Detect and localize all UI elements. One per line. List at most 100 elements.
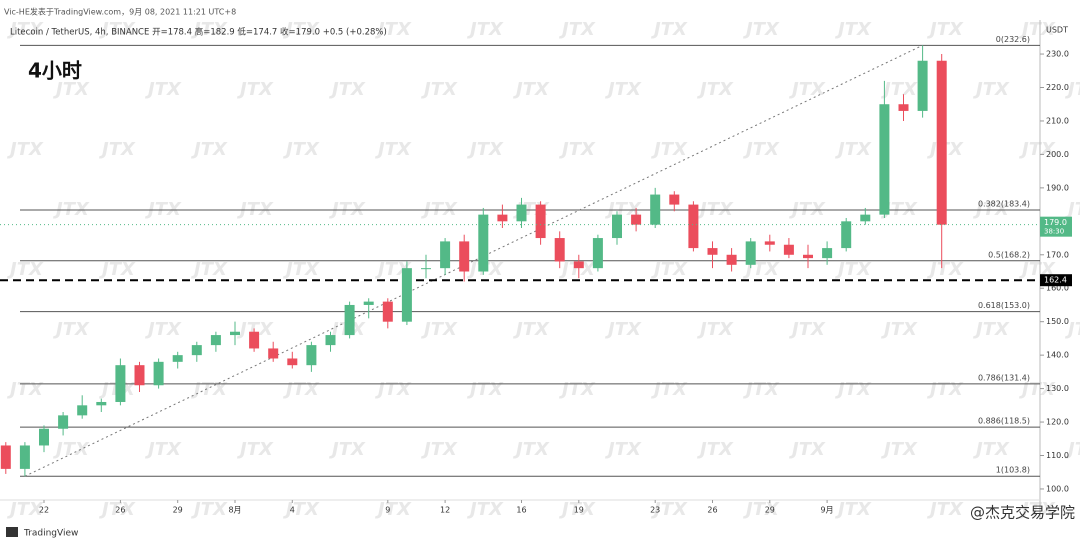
candle-body bbox=[592, 238, 603, 269]
y-tick-label: 140.0 bbox=[1046, 351, 1069, 360]
watermark: JTX bbox=[789, 79, 826, 100]
y-tick-label: 200.0 bbox=[1046, 150, 1069, 159]
y-tick-label: 100.0 bbox=[1046, 484, 1069, 493]
watermark: JTX bbox=[145, 79, 182, 100]
candle-body bbox=[707, 248, 718, 255]
watermark: JTX bbox=[283, 259, 320, 280]
watermark: JTX bbox=[559, 139, 596, 160]
watermark: JTX bbox=[99, 259, 136, 280]
watermark: JTX bbox=[1065, 439, 1080, 460]
candle-body bbox=[573, 261, 584, 269]
candle-body bbox=[650, 194, 661, 225]
y-tick-label: 120.0 bbox=[1046, 418, 1069, 427]
watermark: JTX bbox=[927, 379, 964, 400]
y-tick-label: 160.0 bbox=[1046, 284, 1069, 293]
candle-body bbox=[860, 214, 871, 222]
support-price-box bbox=[1040, 274, 1072, 287]
watermark: JTX bbox=[237, 439, 274, 460]
watermark: JTX bbox=[743, 19, 780, 40]
watermark: JTX bbox=[1065, 319, 1080, 340]
countdown-label: 38:30 bbox=[1044, 228, 1064, 236]
support-price-label: 162.4 bbox=[1044, 276, 1067, 285]
watermark: JTX bbox=[283, 19, 320, 40]
y-tick-label: 190.0 bbox=[1046, 183, 1069, 192]
x-tick-label: 9月 bbox=[821, 506, 834, 515]
candle-body bbox=[822, 248, 833, 259]
candle-body bbox=[440, 241, 451, 269]
candle-body bbox=[535, 204, 546, 239]
candle-body bbox=[783, 244, 794, 255]
watermark: JTX bbox=[283, 379, 320, 400]
candle-body bbox=[58, 415, 69, 429]
watermark: JTX bbox=[927, 499, 964, 520]
fib-label: 0.886(118.5) bbox=[978, 417, 1030, 426]
watermark: JTX bbox=[835, 379, 872, 400]
watermark: JTX bbox=[329, 439, 366, 460]
watermark: JTX bbox=[237, 79, 274, 100]
author-line: Vic-HE发表于TradingView.com，9月 08, 2021 11:… bbox=[4, 7, 236, 17]
x-tick-label: 9 bbox=[385, 506, 390, 515]
watermark: JTX bbox=[53, 439, 90, 460]
watermark: JTX bbox=[835, 19, 872, 40]
candle-body bbox=[306, 345, 317, 366]
watermark: JTX bbox=[651, 139, 688, 160]
watermark: JTX bbox=[329, 79, 366, 100]
candle-body bbox=[19, 445, 30, 469]
watermark: JTX bbox=[1019, 19, 1056, 40]
watermark: JTX bbox=[7, 379, 44, 400]
watermark: JTX bbox=[467, 139, 504, 160]
watermark: JTX bbox=[375, 139, 412, 160]
candle-body bbox=[115, 365, 126, 402]
candle-body bbox=[898, 104, 909, 111]
watermark: JTX bbox=[467, 19, 504, 40]
x-tick-label: 22 bbox=[39, 506, 49, 515]
candle-body bbox=[344, 304, 355, 336]
candle-body bbox=[363, 301, 374, 305]
watermark: JTX bbox=[651, 19, 688, 40]
watermark: JTX bbox=[881, 79, 918, 100]
y-tick-label: 150.0 bbox=[1046, 317, 1069, 326]
watermark: JTX bbox=[697, 79, 734, 100]
watermark: JTX bbox=[559, 499, 596, 520]
watermark: JTX bbox=[835, 259, 872, 280]
y-tick-label: 230.0 bbox=[1046, 50, 1069, 59]
watermark: JTX bbox=[881, 439, 918, 460]
x-tick-label: 8月 bbox=[228, 506, 241, 515]
watermark: JTX bbox=[421, 439, 458, 460]
candle-body bbox=[0, 445, 11, 469]
footer-credit: @杰克交易学院 bbox=[970, 504, 1075, 522]
watermark: JTX bbox=[513, 319, 550, 340]
watermark: JTX bbox=[421, 319, 458, 340]
fib-label: 0.5(168.2) bbox=[988, 250, 1030, 259]
y-tick-label: 220.0 bbox=[1046, 83, 1069, 92]
candle-body bbox=[879, 104, 890, 215]
candle-body bbox=[803, 254, 813, 259]
last-price-label: 179.0 bbox=[1044, 218, 1067, 227]
watermark: JTX bbox=[651, 379, 688, 400]
watermark: JTX bbox=[559, 19, 596, 40]
watermark: JTX bbox=[191, 139, 228, 160]
x-tick-label: 12 bbox=[440, 506, 450, 515]
fib-label: 0(232.6) bbox=[996, 35, 1030, 44]
candle-body bbox=[612, 214, 622, 239]
x-tick-label: 26 bbox=[707, 506, 717, 515]
candle-body bbox=[39, 428, 49, 446]
y-tick-label: 130.0 bbox=[1046, 384, 1069, 393]
footer-brand: TradingView bbox=[23, 529, 78, 539]
watermark: JTX bbox=[651, 259, 688, 280]
candle-body bbox=[325, 335, 336, 346]
watermark: JTX bbox=[191, 499, 228, 520]
watermark: JTX bbox=[789, 439, 826, 460]
candle-body bbox=[764, 241, 775, 245]
candle-body bbox=[172, 355, 183, 362]
y-tick-label: 170.0 bbox=[1046, 250, 1069, 259]
watermark: JTX bbox=[99, 19, 136, 40]
candle-body bbox=[96, 401, 107, 406]
watermark: JTX bbox=[789, 319, 826, 340]
candle-body bbox=[745, 241, 756, 265]
watermark: JTX bbox=[7, 499, 44, 520]
x-tick-label: 19 bbox=[574, 506, 584, 515]
x-tick-label: 16 bbox=[516, 506, 526, 515]
watermark: JTX bbox=[559, 379, 596, 400]
